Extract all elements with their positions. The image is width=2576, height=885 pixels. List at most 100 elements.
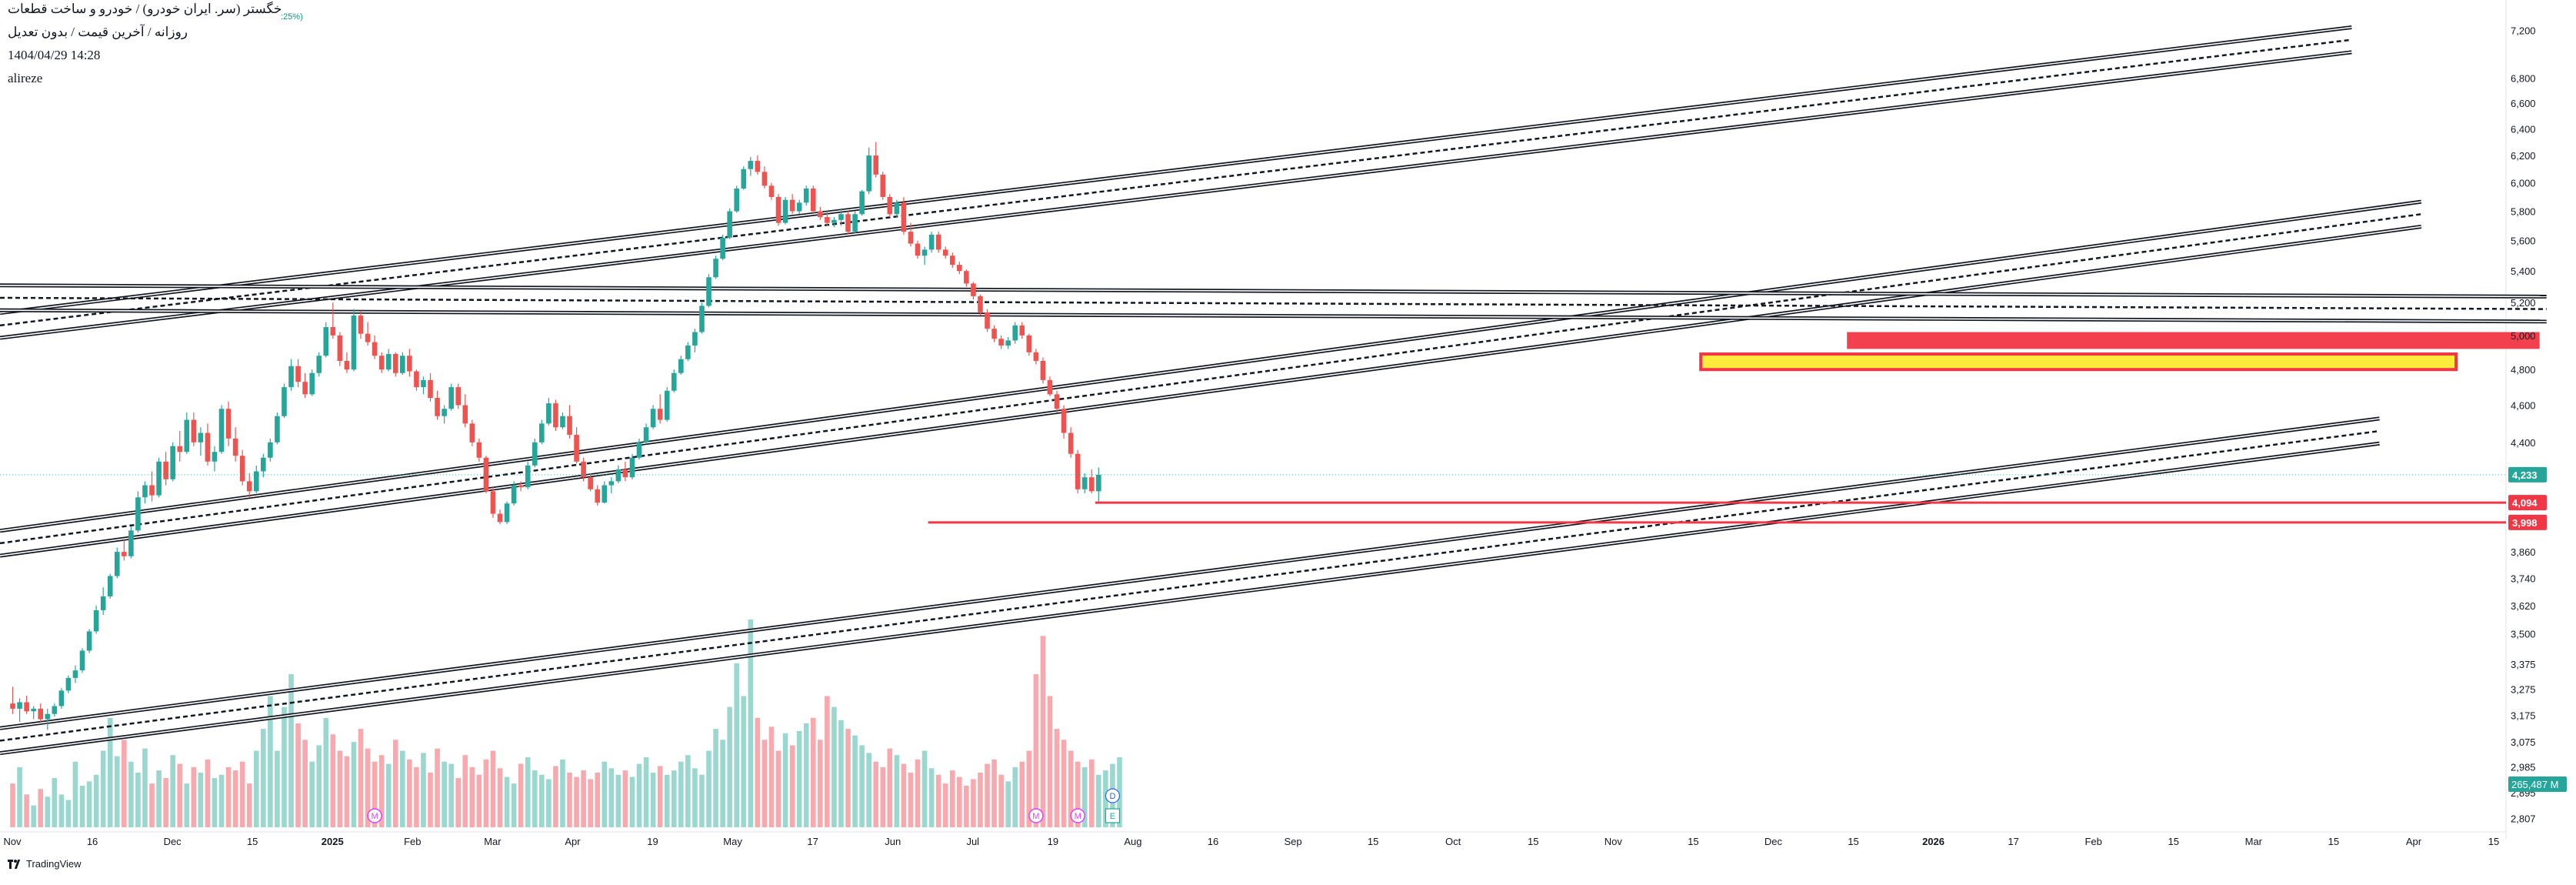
candle-body <box>295 366 301 382</box>
volume-label-text: 265,487 M <box>2511 779 2558 790</box>
zones-layer <box>1699 332 2540 372</box>
event-marker[interactable]: M <box>1070 808 1085 823</box>
dividend-icon <box>1105 788 1121 803</box>
volume-label[interactable]: 265,487 M <box>2508 776 2567 792</box>
channel-border-inner <box>0 284 2547 298</box>
candle-body <box>288 366 294 388</box>
time-tick-label: Feb <box>2084 836 2101 847</box>
earnings-icon <box>1105 808 1121 823</box>
candle-body <box>17 702 22 709</box>
candle-body <box>873 155 879 175</box>
volume-bar <box>239 761 245 827</box>
price-tick-label: 5,200 <box>2511 297 2536 309</box>
trend-channel[interactable] <box>0 199 2422 558</box>
channel-border-inner <box>0 201 2421 532</box>
event-markers[interactable]: M M M D E <box>367 788 1121 823</box>
time-tick-label: 17 <box>2008 836 2018 847</box>
volume-bar <box>678 761 684 827</box>
volume-bar <box>58 794 65 827</box>
candle-body <box>971 283 976 296</box>
candle-body <box>435 398 440 416</box>
volume-bar <box>671 770 677 827</box>
event-marker[interactable]: M <box>1028 808 1044 823</box>
candle-body <box>302 382 308 395</box>
trend-channel[interactable] <box>0 25 2352 340</box>
candle-body <box>309 372 315 395</box>
time-tick-label: Mar <box>2245 836 2263 847</box>
candle-body <box>79 650 85 671</box>
candle-body <box>560 416 565 428</box>
event-marker[interactable]: M <box>367 808 382 823</box>
price-tick-label: 6,200 <box>2511 150 2536 162</box>
candle-body <box>483 457 489 492</box>
author-label: alireze <box>8 71 43 85</box>
candle-body <box>442 409 447 416</box>
volume-bar <box>170 755 175 827</box>
candle-body <box>205 432 211 462</box>
volume-bar <box>177 763 183 827</box>
price-axis[interactable]: 7,200 6,800 6,600 6,400 6,200 6,000 5,800 5,600… <box>2508 25 2567 825</box>
volume-bar <box>818 740 823 827</box>
candle-body <box>629 457 635 478</box>
candle-body <box>198 432 204 442</box>
future-event-marker[interactable]: D <box>1105 788 1121 803</box>
time-axis[interactable]: Nov 16 Dec 15 2025 Feb Mar Apr 19 May 17 Jun Jul 19 Au… <box>3 836 2499 847</box>
candle-body <box>894 202 900 215</box>
candle-body <box>901 202 907 232</box>
volume-bar <box>191 766 197 827</box>
candle-body <box>24 702 29 712</box>
trend-channels[interactable] <box>0 25 2547 756</box>
price-tick-label: 3,860 <box>2511 546 2536 558</box>
volume-bar <box>852 735 858 827</box>
trend-channel[interactable] <box>0 416 2380 756</box>
time-tick-label: 15 <box>2328 836 2339 847</box>
volume-bar <box>741 696 747 827</box>
time-tick-label: Dec <box>1765 836 1783 847</box>
volume-bar <box>971 779 976 827</box>
candle-body <box>58 690 65 706</box>
volume-bar <box>567 772 572 827</box>
candle-body <box>400 356 405 373</box>
future-event-marker[interactable]: E <box>1105 808 1121 823</box>
time-tick-label: Apr <box>565 836 581 847</box>
interval-info: روزانه / آخرین قیمت / بدون تعدیل <box>8 25 188 39</box>
channel-border-inner <box>0 26 2352 314</box>
candle-body <box>727 211 732 238</box>
price-tick-label: 2,985 <box>2511 762 2536 773</box>
volume-bar <box>553 766 558 827</box>
volume-bar <box>65 800 72 827</box>
price-tick-label: 3,075 <box>2511 736 2536 748</box>
trend-channel[interactable] <box>0 283 2547 324</box>
price-label-text: 3,998 <box>2512 517 2538 529</box>
price-tick-label: 3,175 <box>2511 710 2536 721</box>
volume-bar <box>894 755 900 827</box>
volume-bar <box>720 740 725 827</box>
candle-body <box>455 387 462 406</box>
candle-body <box>1096 474 1101 492</box>
candle-body <box>1061 409 1067 433</box>
volume-bar <box>122 740 127 827</box>
time-tick-label: 16 <box>1208 836 1218 847</box>
time-tick-label: 15 <box>247 836 258 847</box>
candle-body <box>825 217 830 223</box>
volume-bar <box>845 729 851 827</box>
candle-body <box>497 513 503 523</box>
price-label[interactable]: 4,094 <box>2508 495 2547 511</box>
volume-bar <box>372 761 378 827</box>
volume-bar <box>511 783 517 827</box>
candle-body <box>985 312 990 329</box>
price-tick-label: 2,807 <box>2511 813 2536 824</box>
price-label-text: 4,094 <box>2512 497 2538 509</box>
price-label[interactable]: 4,233 <box>2508 466 2547 483</box>
volume-bar <box>414 766 419 827</box>
volume-bar <box>38 789 44 827</box>
candle-body <box>671 372 677 391</box>
volume-bar <box>469 766 475 827</box>
tradingview-brand[interactable]: TradingView <box>8 858 82 870</box>
level-lines[interactable] <box>928 501 2506 524</box>
volume-bar <box>998 774 1004 827</box>
candle-body <box>372 342 378 356</box>
price-label[interactable]: 3,998 <box>2508 514 2547 530</box>
candle-body <box>149 485 155 496</box>
